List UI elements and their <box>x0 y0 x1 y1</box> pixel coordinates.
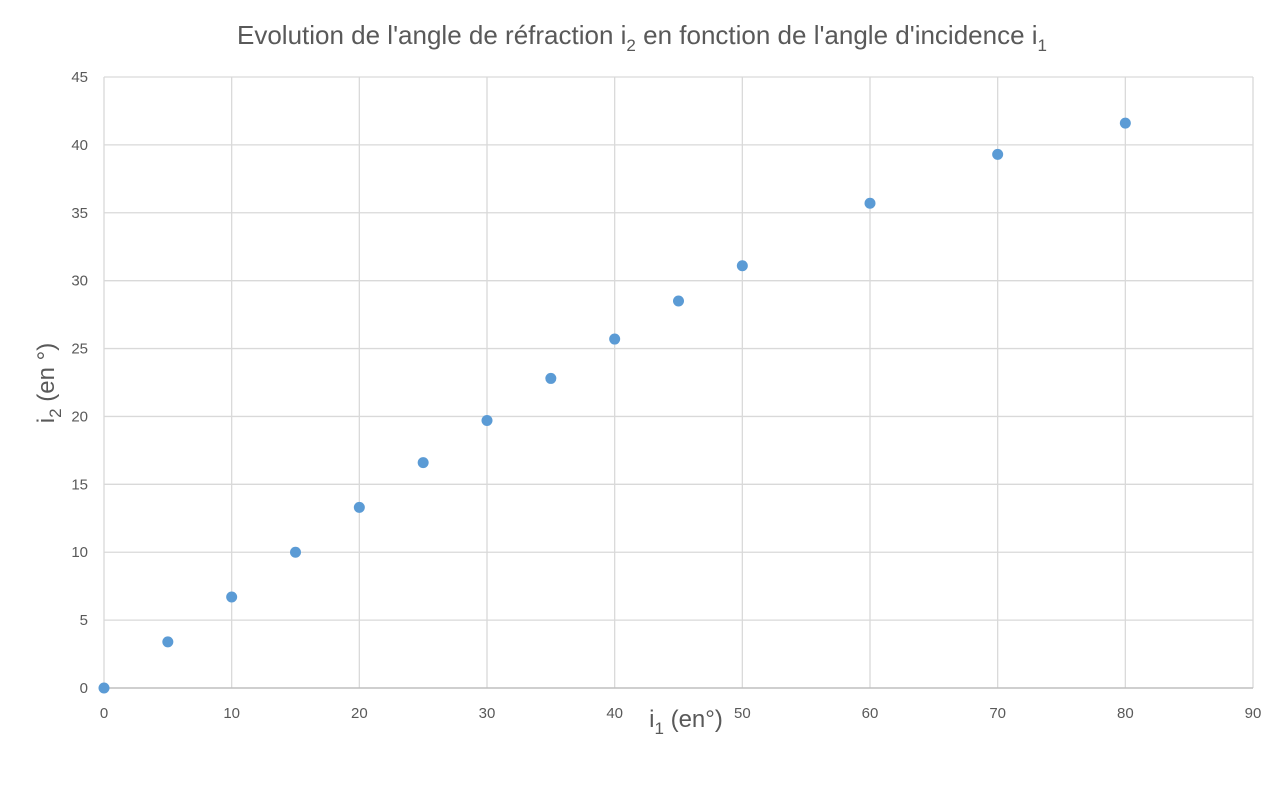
data-point <box>417 457 429 469</box>
data-point <box>992 148 1004 160</box>
y-tick-label: 40 <box>71 137 88 154</box>
data-points <box>98 117 1131 694</box>
y-tick-label: 35 <box>71 205 88 222</box>
x-tick-label: 40 <box>606 705 623 722</box>
data-point <box>98 682 110 694</box>
x-tick-label: 30 <box>479 705 496 722</box>
grid-lines <box>104 76 1254 688</box>
data-point <box>609 333 621 345</box>
data-point <box>545 372 557 384</box>
y-tick-label: 15 <box>71 476 88 493</box>
y-tick-label: 25 <box>71 341 88 358</box>
y-tick-label: 10 <box>71 544 88 561</box>
y-tick-label: 45 <box>71 69 88 86</box>
data-point <box>162 636 174 648</box>
y-tick-label: 0 <box>80 680 88 697</box>
x-tick-label: 60 <box>862 705 879 722</box>
data-point <box>290 546 301 558</box>
x-axis-title: i1 (en°) <box>649 706 723 738</box>
chart-title: Evolution de l'angle de réfraction i2 en… <box>237 20 1047 55</box>
axes <box>103 77 1253 689</box>
data-point <box>673 295 684 307</box>
data-point <box>1119 117 1131 129</box>
x-tick-label: 50 <box>734 705 751 722</box>
data-point <box>226 591 238 603</box>
x-tick-label: 0 <box>100 705 108 722</box>
x-tick-label: 20 <box>351 705 368 722</box>
data-point <box>481 415 493 427</box>
data-point <box>353 501 365 513</box>
y-tick-label: 5 <box>80 612 88 629</box>
x-tick-label: 10 <box>223 705 240 722</box>
data-point <box>736 260 748 272</box>
tick-labels: 0 10 20 30 40 50 60 70 80 90 0 5 10 15 20 25 30 35 40 45 <box>71 69 1261 722</box>
x-tick-label: 70 <box>989 705 1006 722</box>
y-tick-label: 20 <box>71 408 88 425</box>
x-tick-label: 80 <box>1117 705 1134 722</box>
y-axis-title: i2 (en °) <box>33 343 65 423</box>
y-tick-label: 30 <box>71 273 88 290</box>
x-tick-label: 90 <box>1245 705 1262 722</box>
data-point <box>864 197 876 209</box>
